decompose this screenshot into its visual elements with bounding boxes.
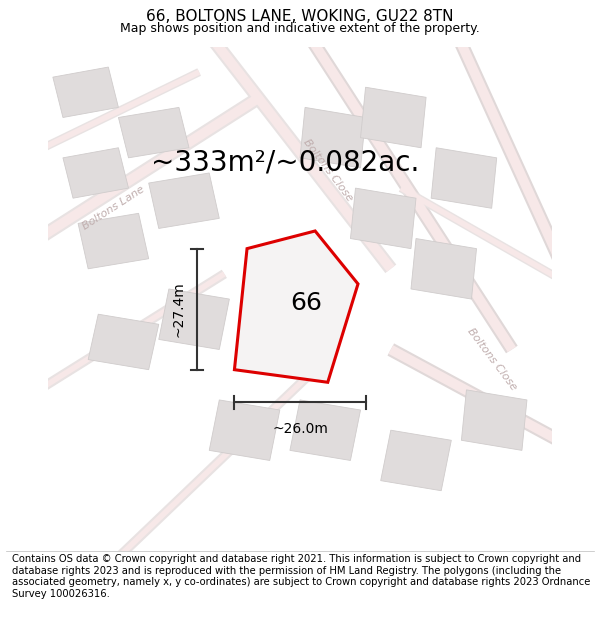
Text: Contains OS data © Crown copyright and database right 2021. This information is : Contains OS data © Crown copyright and d…	[12, 554, 590, 599]
Polygon shape	[235, 231, 358, 382]
Polygon shape	[381, 430, 451, 491]
Polygon shape	[350, 188, 416, 249]
Text: Boltons Lane: Boltons Lane	[80, 184, 146, 232]
Text: ~27.4m: ~27.4m	[172, 281, 185, 337]
Polygon shape	[63, 148, 128, 198]
Text: ~26.0m: ~26.0m	[272, 422, 328, 436]
Polygon shape	[411, 239, 476, 299]
Polygon shape	[300, 107, 365, 168]
Polygon shape	[88, 314, 159, 369]
Polygon shape	[431, 148, 497, 208]
Polygon shape	[149, 173, 220, 229]
Polygon shape	[53, 67, 118, 118]
Polygon shape	[290, 400, 361, 461]
Polygon shape	[118, 107, 189, 158]
Polygon shape	[361, 88, 426, 148]
Text: ~333m²/~0.082ac.: ~333m²/~0.082ac.	[151, 149, 419, 177]
Polygon shape	[159, 289, 229, 349]
Polygon shape	[78, 213, 149, 269]
Text: 66, BOLTONS LANE, WOKING, GU22 8TN: 66, BOLTONS LANE, WOKING, GU22 8TN	[146, 9, 454, 24]
Polygon shape	[461, 390, 527, 451]
Polygon shape	[209, 400, 280, 461]
Text: Map shows position and indicative extent of the property.: Map shows position and indicative extent…	[120, 22, 480, 35]
Text: Boltons Close: Boltons Close	[301, 138, 355, 204]
Text: 66: 66	[290, 291, 323, 315]
Polygon shape	[260, 269, 330, 329]
Text: Boltons Close: Boltons Close	[465, 327, 518, 392]
